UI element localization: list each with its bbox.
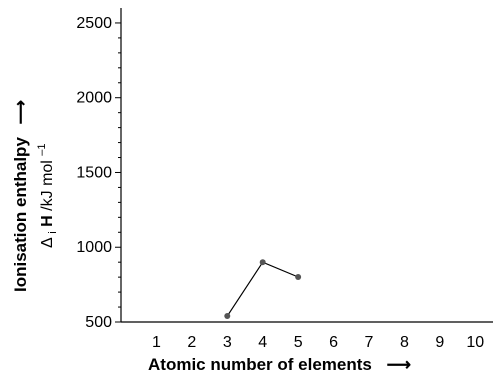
x-tick-label: 8 [400,334,409,351]
x-tick-label: 2 [187,334,196,351]
y-axis-units-superscript: –1 [36,143,48,155]
data-point [259,259,266,266]
x-ticks-group: 1 2 3 4 5 6 7 8 9 10 [152,334,484,351]
series-line [226,261,299,317]
y-tick-label: 500 [85,314,112,331]
data-point [295,273,302,280]
x-tick-label: 3 [223,334,232,351]
y-axis-h-symbol: H [39,215,56,227]
x-tick-label: 9 [435,334,444,351]
series-group [224,259,302,320]
y-tick-label: 2500 [76,15,112,32]
y-axis-label-outer-text: Ionisation enthalpy [11,137,30,292]
y-axis-arrow: ⟶ [11,100,30,124]
y-tick-label: 1500 [76,164,112,181]
y-axis-subscript: i [47,231,59,233]
x-axis-arrow: ⟶ [387,355,411,374]
x-tick-label: 4 [258,334,267,351]
x-axis-label-text: Atomic number of elements [148,355,372,374]
data-point [224,313,231,320]
x-tick-label: 7 [365,334,374,351]
x-tick-label: 6 [329,334,338,351]
x-axis-label: Atomic number of elements ⟶ [148,355,411,374]
y-ticks-group: 500 1000 1500 2000 2500 [76,15,121,331]
x-tick-label: 5 [294,334,303,351]
y-axis-label-outer: Ionisation enthalpy ⟶ [11,100,30,292]
y-axis-label-inner: Δ i H /kJ mol –1 [36,143,60,248]
x-tick-label: 1 [152,334,161,351]
y-tick-label: 2000 [76,90,112,107]
y-tick-label: 1000 [76,239,112,256]
y-axis-units: /kJ mol [39,160,56,211]
y-axis-delta-symbol: Δ [39,237,56,248]
x-tick-label: 10 [466,334,484,351]
axes-group [120,8,493,323]
